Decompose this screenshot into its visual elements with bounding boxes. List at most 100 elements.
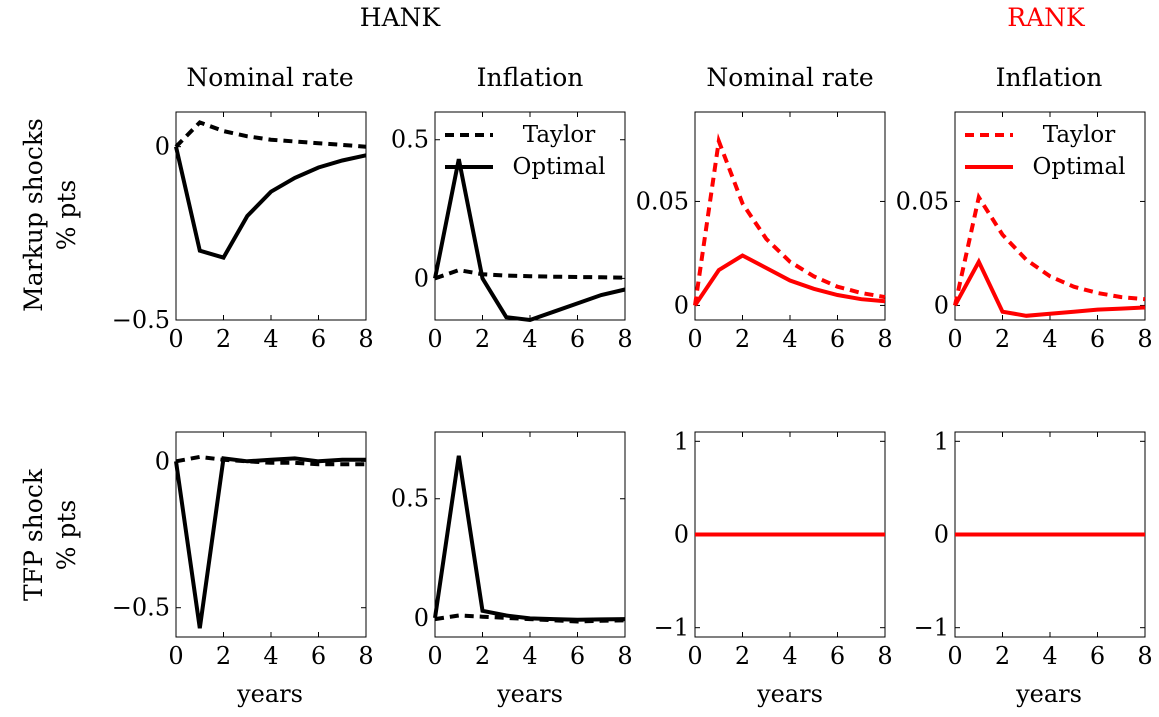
plot-frame bbox=[434, 431, 626, 638]
legend-label-taylor: Taylor bbox=[523, 122, 595, 148]
x-tick-label: 4 bbox=[782, 642, 797, 670]
series-line-optimal bbox=[433, 455, 626, 622]
plot-frame bbox=[175, 111, 367, 321]
row-label-tfp-line1: TFP shock bbox=[19, 468, 48, 601]
y-tick-label: −1 bbox=[654, 614, 689, 642]
x-tick-label: 8 bbox=[358, 325, 373, 353]
y-tick-label: 0 bbox=[414, 604, 429, 632]
group-title-rank: RANK bbox=[1007, 3, 1086, 32]
x-tick-label: 2 bbox=[475, 325, 490, 353]
series-line-taylor bbox=[953, 192, 1146, 306]
x-tick-label: 0 bbox=[168, 325, 183, 353]
x-tick-label: 2 bbox=[995, 325, 1010, 353]
x-tick-label: 4 bbox=[782, 325, 797, 353]
y-tick-label: −0.5 bbox=[112, 306, 170, 334]
x-tick-label: 2 bbox=[216, 642, 231, 670]
x-tick-label: 4 bbox=[263, 642, 278, 670]
x-tick-label: 4 bbox=[522, 325, 537, 353]
y-tick-label: 1 bbox=[934, 427, 949, 455]
x-tick-label: 8 bbox=[1137, 642, 1152, 670]
hank-tfp-inflation-panel: 0 2 4 6 8 0 0.5 bbox=[391, 431, 633, 670]
series-line-taylor bbox=[693, 133, 886, 306]
x-tick-label: 6 bbox=[830, 325, 845, 353]
hank-markup-nominal-panel: 0 2 4 6 80−0.5 bbox=[112, 111, 374, 353]
column-title-rank-nominal-rate: Nominal rate bbox=[706, 63, 873, 92]
legend: Taylor Optimal bbox=[445, 122, 606, 180]
legend-label-taylor: Taylor bbox=[1043, 122, 1115, 148]
y-tick-label: −1 bbox=[914, 614, 949, 642]
series-line-taylor bbox=[175, 454, 366, 467]
column-title-hank-inflation: Inflation bbox=[477, 63, 584, 92]
column-title-rank-inflation: Inflation bbox=[996, 63, 1103, 92]
legend: Taylor Optimal bbox=[965, 122, 1126, 180]
x-tick-label: 8 bbox=[1137, 325, 1152, 353]
x-tick-label: 2 bbox=[475, 642, 490, 670]
x-tick-label: 4 bbox=[1042, 642, 1057, 670]
x-tick-label: 2 bbox=[735, 325, 750, 353]
y-tick-label: 0 bbox=[934, 291, 949, 319]
y-tick-label: 0 bbox=[155, 133, 170, 161]
hank-markup-inflation-panel: 0 2 4 6 8 0 0.5 Taylor Optimal bbox=[391, 111, 633, 353]
row-label-markup-line2: % pts bbox=[52, 180, 81, 251]
x-tick-label: 6 bbox=[570, 325, 585, 353]
x-tick-label: 0 bbox=[947, 642, 962, 670]
xlabel-col1: years bbox=[496, 680, 563, 708]
x-tick-label: 6 bbox=[311, 642, 326, 670]
y-tick-label: 0 bbox=[674, 291, 689, 319]
x-tick-label: 4 bbox=[1042, 325, 1057, 353]
x-tick-label: 6 bbox=[1090, 325, 1105, 353]
x-tick-label: 8 bbox=[617, 325, 632, 353]
rank-tfp-nominal-panel: 0 2 4 6 810−1 bbox=[654, 427, 893, 670]
rank-markup-nominal-panel: 0 2 4 6 8 0 0.05 bbox=[636, 111, 893, 353]
y-tick-label: 0.5 bbox=[391, 126, 429, 154]
y-tick-label: −0.5 bbox=[112, 594, 170, 622]
series-line-optimal bbox=[953, 257, 1146, 318]
y-tick-label: 0 bbox=[155, 447, 170, 475]
x-tick-label: 4 bbox=[263, 325, 278, 353]
x-tick-label: 0 bbox=[687, 642, 702, 670]
y-tick-label: 0.05 bbox=[636, 187, 689, 215]
plot-frame bbox=[694, 111, 886, 321]
legend-label-optimal: Optimal bbox=[512, 154, 605, 180]
x-tick-label: 0 bbox=[947, 325, 962, 353]
hank-tfp-nominal-panel: 0 2 4 6 8 0 −0.5 bbox=[112, 431, 374, 670]
y-tick-label: 0 bbox=[674, 521, 689, 549]
x-tick-label: 8 bbox=[877, 325, 892, 353]
rank-tfp-inflation-panel: 0 2 4 6 810−1 bbox=[914, 427, 1153, 670]
xlabel-col2: years bbox=[756, 680, 823, 708]
y-tick-label: 0.05 bbox=[896, 187, 949, 215]
row-label-markup-line1: Markup shocks bbox=[19, 118, 48, 312]
y-tick-label: 0 bbox=[934, 521, 949, 549]
row-label-tfp-line2: % pts bbox=[52, 500, 81, 571]
y-tick-label: 0 bbox=[414, 264, 429, 292]
rank-markup-inflation-panel: 0 2 4 6 8 0 0.05 Taylor Optimal bbox=[896, 111, 1153, 353]
xlabel-col0: years bbox=[236, 680, 303, 708]
x-tick-label: 2 bbox=[216, 325, 231, 353]
xlabel-col3: years bbox=[1015, 680, 1082, 708]
y-tick-label: 0.5 bbox=[391, 485, 429, 513]
series-line-optimal bbox=[174, 456, 366, 629]
x-tick-label: 0 bbox=[427, 642, 442, 670]
series-line-optimal bbox=[174, 146, 367, 260]
x-tick-label: 0 bbox=[687, 325, 702, 353]
x-tick-label: 4 bbox=[522, 642, 537, 670]
x-tick-label: 6 bbox=[830, 642, 845, 670]
group-title-hank: HANK bbox=[360, 3, 442, 32]
x-tick-label: 2 bbox=[995, 642, 1010, 670]
legend-label-optimal: Optimal bbox=[1032, 154, 1125, 180]
series-line-taylor bbox=[174, 120, 367, 149]
series-line-optimal bbox=[433, 158, 626, 323]
column-title-hank-nominal-rate: Nominal rate bbox=[186, 63, 353, 92]
x-tick-label: 6 bbox=[311, 325, 326, 353]
x-tick-label: 0 bbox=[427, 325, 442, 353]
x-tick-label: 6 bbox=[570, 642, 585, 670]
y-tick-label: 1 bbox=[674, 427, 689, 455]
x-tick-label: 8 bbox=[617, 642, 632, 670]
x-tick-label: 2 bbox=[735, 642, 750, 670]
series-line-optimal bbox=[693, 253, 886, 307]
x-tick-label: 8 bbox=[358, 642, 373, 670]
series-line-taylor bbox=[434, 268, 626, 281]
x-tick-label: 8 bbox=[877, 642, 892, 670]
